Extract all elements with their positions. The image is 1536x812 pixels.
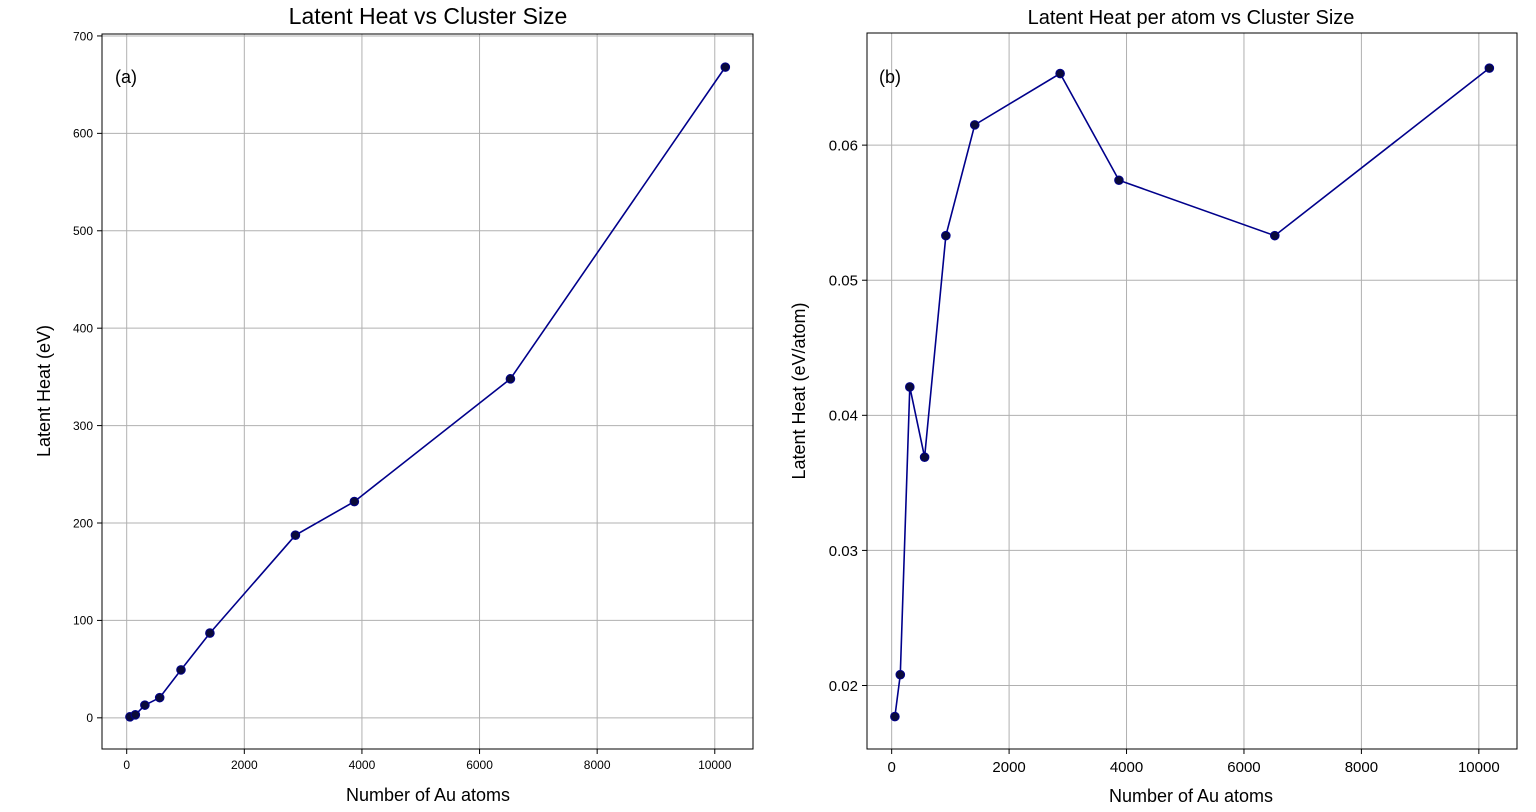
y-tick-label: 0.06 [829, 138, 858, 155]
chart-title: Latent Heat per atom vs Cluster Size [1028, 7, 1355, 29]
data-point [1484, 63, 1495, 73]
data-point [941, 230, 951, 241]
data-point [130, 710, 141, 720]
data-point [176, 665, 186, 675]
data-series [890, 63, 1495, 722]
x-tick-label: 0 [123, 758, 130, 772]
data-point [1114, 175, 1124, 186]
y-tick-label: 0.03 [829, 543, 858, 560]
chart-title: Latent Heat vs Cluster Size [289, 3, 568, 29]
data-point [969, 120, 980, 130]
x-tick-label: 8000 [1345, 759, 1378, 776]
data-point [505, 374, 516, 384]
panel-annotation: (b) [879, 67, 901, 87]
grid-lines [102, 34, 753, 749]
y-axis-ticks: 0.02 0.03 0.04 0.05 0.06 [829, 138, 867, 695]
x-tick-label: 8000 [584, 758, 611, 772]
x-tick-label: 2000 [231, 758, 258, 772]
data-point [290, 530, 301, 540]
y-tick-label: 0.05 [829, 273, 858, 290]
x-tick-label: 4000 [349, 758, 376, 772]
y-tick-label: 0.04 [829, 408, 858, 425]
y-tick-label: 0.02 [829, 678, 858, 695]
x-tick-label: 2000 [992, 759, 1025, 776]
y-axis-ticks: 0 100 200 300 400 500 600 700 [73, 29, 102, 725]
x-tick-label: 6000 [1227, 759, 1260, 776]
data-point [1055, 68, 1065, 79]
y-tick-label: 100 [73, 614, 93, 628]
plot-frame [101, 33, 754, 750]
y-tick-label: 500 [73, 224, 93, 238]
x-axis-ticks: 0 2000 4000 6000 8000 10000 [123, 749, 732, 772]
data-series [125, 62, 731, 722]
y-axis-label: Latent Heat (eV) [34, 325, 54, 457]
y-axis-label: Latent Heat (eV/atom) [789, 302, 809, 479]
x-tick-label: 0 [887, 759, 895, 776]
series-line [129, 66, 726, 718]
data-point [349, 496, 360, 507]
x-tick-label: 6000 [466, 758, 493, 772]
data-point [140, 700, 150, 710]
x-axis-label: Number of Au atoms [1109, 786, 1273, 806]
panel-annotation: (a) [115, 67, 137, 87]
chart-panel-a: Latent Heat vs Cluster Size 0 2000 4000 600… [34, 3, 754, 805]
series-line [894, 67, 1490, 717]
x-tick-label: 4000 [1110, 759, 1143, 776]
grid-lines [867, 33, 1517, 749]
y-tick-label: 300 [73, 419, 93, 433]
data-point [895, 669, 906, 680]
y-tick-label: 400 [73, 322, 93, 336]
y-tick-label: 700 [73, 29, 93, 43]
data-point [890, 711, 900, 722]
chart-panel-b: Latent Heat per atom vs Cluster Size 0 20… [789, 7, 1518, 806]
data-point [720, 62, 731, 72]
y-tick-label: 200 [73, 516, 93, 530]
data-point [919, 452, 930, 462]
x-tick-label: 10000 [1458, 759, 1500, 776]
x-axis-label: Number of Au atoms [346, 785, 510, 805]
x-axis-ticks: 0 2000 4000 6000 8000 10000 [887, 749, 1500, 776]
data-point [154, 692, 165, 703]
y-tick-label: 0 [86, 711, 93, 725]
data-point [1269, 230, 1280, 241]
y-tick-label: 600 [73, 127, 93, 141]
x-tick-label: 10000 [698, 758, 732, 772]
data-point [905, 382, 915, 392]
data-point [205, 628, 215, 638]
plot-frame [866, 32, 1518, 750]
